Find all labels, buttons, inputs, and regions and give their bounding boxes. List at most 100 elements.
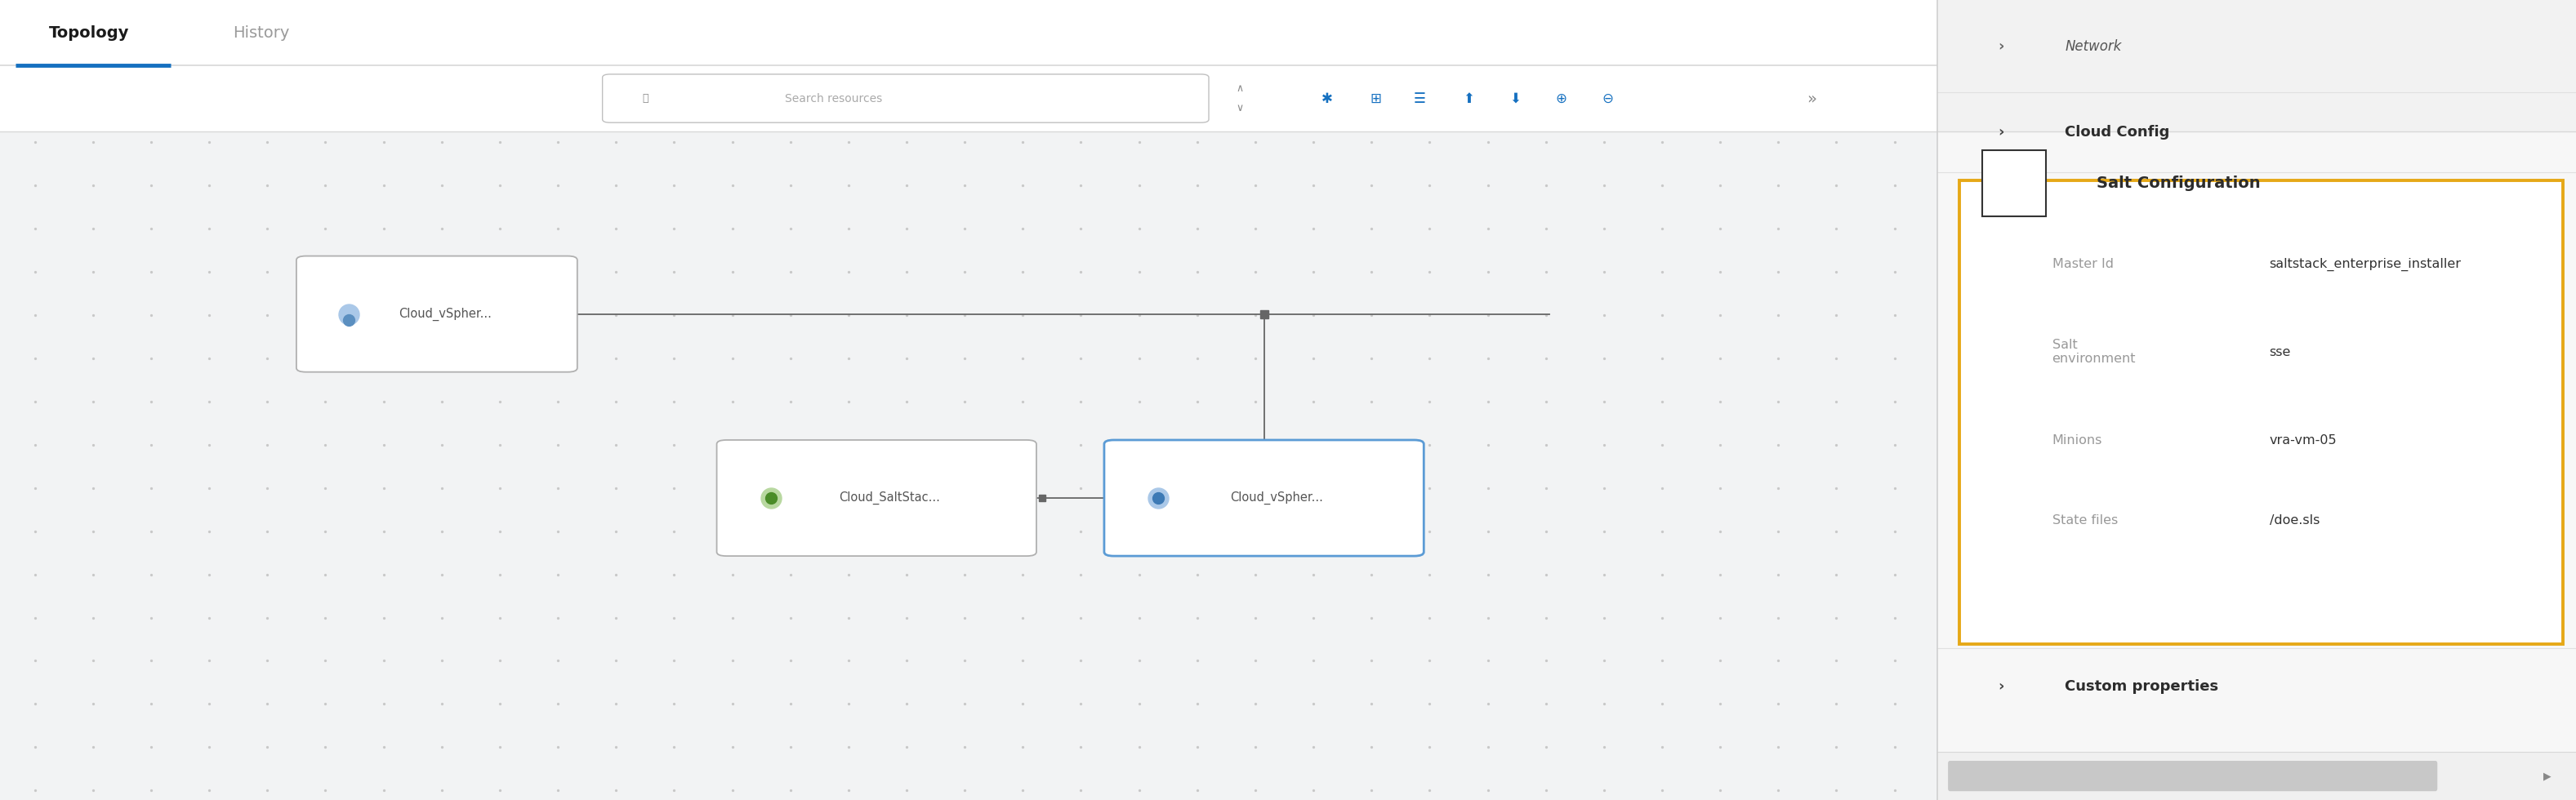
Point (363, 266, 404, 278)
Point (420, 525, 461, 538)
Point (1873, 525, 1914, 538)
Bar (0, 66, 1937, 131)
Point (304, 611, 345, 624)
Point (1118, 568, 1159, 581)
Point (72, 482, 113, 494)
Text: Network: Network (2066, 39, 2123, 54)
Text: Topology: Topology (49, 25, 129, 41)
Point (943, 525, 984, 538)
Point (711, 741, 752, 754)
Point (1293, 266, 1334, 278)
Point (1118, 784, 1159, 797)
Point (15, 136, 57, 149)
Point (1525, 352, 1566, 365)
Point (15, 482, 57, 494)
Point (72, 179, 113, 192)
Point (711, 179, 752, 192)
Text: Cloud_SaltStac...: Cloud_SaltStac... (840, 491, 940, 505)
Point (595, 352, 636, 365)
Point (886, 525, 927, 538)
Point (363, 611, 404, 624)
Point (1873, 136, 1914, 149)
Point (770, 179, 811, 192)
Point (654, 784, 696, 797)
Point (363, 482, 404, 494)
Point (770, 568, 811, 581)
Point (247, 568, 289, 581)
Point (188, 395, 229, 408)
Point (1002, 611, 1043, 624)
Point (1002, 309, 1043, 322)
Text: Master Id: Master Id (2053, 258, 2112, 270)
Point (1873, 611, 1914, 624)
Point (15, 698, 57, 710)
Point (1234, 568, 1275, 581)
Point (304, 395, 345, 408)
Point (1757, 222, 1798, 235)
Point (1409, 352, 1450, 365)
Point (538, 525, 580, 538)
Point (943, 698, 984, 710)
Point (943, 482, 984, 494)
Point (1293, 654, 1334, 667)
Point (827, 654, 868, 667)
Point (827, 352, 868, 365)
Point (72, 309, 113, 322)
Point (1641, 568, 1682, 581)
Point (1584, 136, 1625, 149)
Point (247, 438, 289, 451)
Point (1350, 568, 1391, 581)
Point (711, 352, 752, 365)
Point (1293, 395, 1334, 408)
Point (1525, 784, 1566, 797)
Point (1061, 611, 1103, 624)
Point (1002, 784, 1043, 797)
Point (770, 784, 811, 797)
Point (943, 136, 984, 149)
Point (1525, 136, 1566, 149)
Point (1350, 136, 1391, 149)
Point (770, 266, 811, 278)
Point (1816, 222, 1857, 235)
Point (595, 698, 636, 710)
Point (131, 222, 173, 235)
Point (1118, 222, 1159, 235)
Point (1584, 222, 1625, 235)
Point (1234, 482, 1275, 494)
Point (943, 222, 984, 235)
Point (247, 222, 289, 235)
Point (1409, 438, 1450, 451)
Point (1873, 222, 1914, 235)
Point (1816, 309, 1857, 322)
Point (711, 525, 752, 538)
Point (188, 352, 229, 365)
Point (131, 136, 173, 149)
Point (827, 222, 868, 235)
Point (1061, 395, 1103, 408)
Point (479, 741, 520, 754)
Point (1700, 611, 1741, 624)
Point (1468, 266, 1510, 278)
Point (538, 568, 580, 581)
Point (420, 179, 461, 192)
Point (595, 784, 636, 797)
Bar (0, 0, 1937, 66)
Point (479, 654, 520, 667)
Point (420, 136, 461, 149)
Point (1816, 266, 1857, 278)
Point (886, 611, 927, 624)
Point (188, 179, 229, 192)
Point (1525, 568, 1566, 581)
Point (886, 698, 927, 710)
Point (654, 611, 696, 624)
Point (595, 266, 636, 278)
Point (1584, 741, 1625, 754)
Point (1700, 568, 1741, 581)
Point (247, 611, 289, 624)
Point (1293, 698, 1334, 710)
Point (420, 568, 461, 581)
Point (15, 395, 57, 408)
Point (943, 309, 984, 322)
Text: 🔍: 🔍 (641, 93, 649, 104)
Point (1700, 309, 1741, 322)
